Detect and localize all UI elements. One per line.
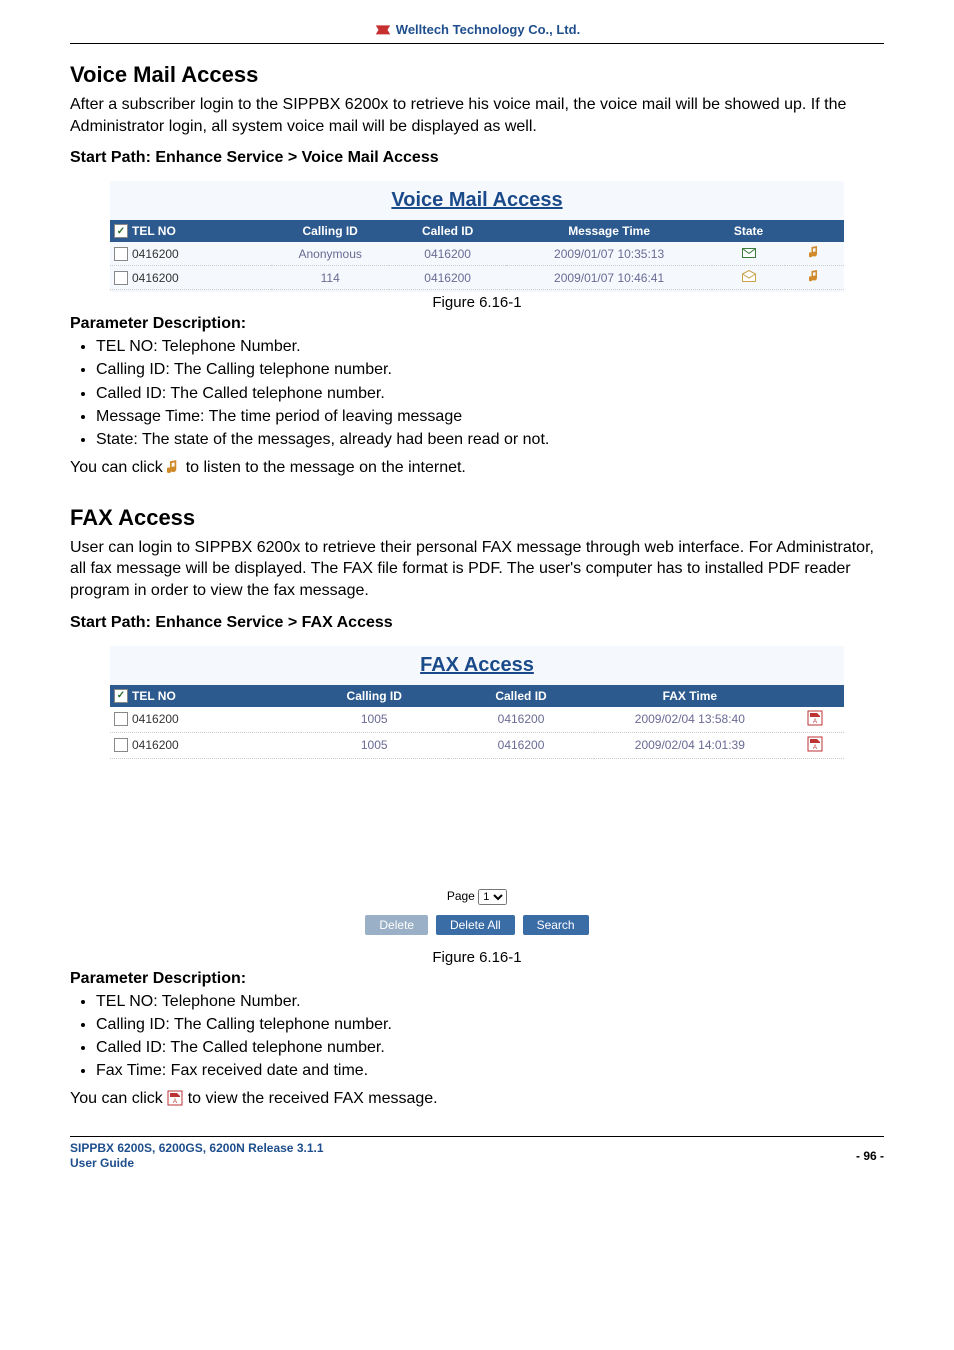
company-name: Welltech Technology Co., Ltd. <box>396 22 580 37</box>
fax-intro: User can login to SIPPBX 6200x to retrie… <box>70 537 884 602</box>
music-note-icon[interactable] <box>809 269 821 283</box>
text-fragment: to listen to the message on the internet… <box>186 459 466 476</box>
select-all-checkbox[interactable]: ✓ <box>114 689 128 703</box>
select-all-checkbox[interactable]: ✓ <box>114 224 128 238</box>
voicemail-heading: Voice Mail Access <box>70 62 884 88</box>
fax-path: Start Path: Enhance Service > FAX Access <box>70 614 884 632</box>
company-logo: Welltech Technology Co., Ltd. <box>374 20 580 38</box>
cell-called: 0416200 <box>389 242 506 266</box>
voicemail-table: ✓ TEL NO Calling ID Called ID Message Ti… <box>110 220 844 290</box>
list-item: TEL NO: Telephone Number. <box>96 990 884 1013</box>
cell-calling: Anonymous <box>271 242 388 266</box>
text-fragment: to view the received FAX message. <box>188 1090 438 1107</box>
page-footer: SIPPBX 6200S, 6200GS, 6200N Release 3.1.… <box>70 1141 884 1172</box>
footer-guide: User Guide <box>70 1156 134 1170</box>
fax-param-title: Parameter Description: <box>70 970 884 988</box>
delete-button[interactable]: Delete <box>365 915 428 935</box>
cell-calling: 1005 <box>301 732 448 758</box>
svg-text:A: A <box>173 1099 177 1105</box>
cell-time: 2009/02/04 14:01:39 <box>594 732 785 758</box>
search-button[interactable]: Search <box>523 915 589 935</box>
table-row: 0416200 114 0416200 2009/01/07 10:46:41 <box>110 266 844 290</box>
voicemail-param-list: TEL NO: Telephone Number. Calling ID: Th… <box>70 335 884 451</box>
col-calling: Calling ID <box>301 685 448 707</box>
col-faxtime: FAX Time <box>594 685 785 707</box>
table-row: 0416200 1005 0416200 2009/02/04 14:01:39… <box>110 732 844 758</box>
envelope-open-icon <box>742 270 756 282</box>
cell-tel: 0416200 <box>132 712 179 726</box>
cell-calling: 1005 <box>301 707 448 733</box>
voicemail-listen-sentence: You can click to listen to the message o… <box>70 457 884 479</box>
svg-text:A: A <box>813 745 817 751</box>
text-fragment: You can click <box>70 1090 167 1107</box>
list-item: Fax Time: Fax received date and time. <box>96 1059 884 1082</box>
col-state: State <box>712 220 785 242</box>
fax-heading: FAX Access <box>70 505 884 531</box>
fax-table: ✓ TEL NO Calling ID Called ID FAX Time 0… <box>110 685 844 759</box>
row-checkbox[interactable] <box>114 738 128 752</box>
footer-release: SIPPBX 6200S, 6200GS, 6200N Release 3.1.… <box>70 1141 324 1155</box>
cell-tel: 0416200 <box>132 738 179 752</box>
cell-time: 2009/01/07 10:46:41 <box>506 266 712 290</box>
cell-calling: 114 <box>271 266 388 290</box>
list-item: Calling ID: The Calling telephone number… <box>96 1013 884 1036</box>
voicemail-panel-title: Voice Mail Access <box>110 181 844 220</box>
col-telno: TEL NO <box>132 224 176 238</box>
col-telno: TEL NO <box>132 689 176 703</box>
fax-view-sentence: You can click A to view the received FAX… <box>70 1088 884 1110</box>
pdf-icon[interactable]: A <box>807 710 823 726</box>
cell-tel: 0416200 <box>132 247 179 261</box>
fax-param-list: TEL NO: Telephone Number. Calling ID: Th… <box>70 990 884 1083</box>
fax-panel-title: FAX Access <box>110 646 844 685</box>
fax-figure-caption: Figure 6.16-1 <box>70 949 884 966</box>
col-msgtime: Message Time <box>506 220 712 242</box>
music-note-icon[interactable] <box>167 459 181 475</box>
list-item: TEL NO: Telephone Number. <box>96 335 884 358</box>
table-header-row: ✓ TEL NO Calling ID Called ID FAX Time <box>110 685 844 707</box>
pager-select[interactable]: 1 <box>478 889 507 905</box>
cell-called: 0416200 <box>448 732 595 758</box>
delete-all-button[interactable]: Delete All <box>436 915 515 935</box>
list-item: Calling ID: The Calling telephone number… <box>96 358 884 381</box>
col-calling: Calling ID <box>271 220 388 242</box>
music-note-icon[interactable] <box>809 245 821 259</box>
voicemail-intro: After a subscriber login to the SIPPBX 6… <box>70 94 884 137</box>
row-checkbox[interactable] <box>114 271 128 285</box>
list-item: State: The state of the messages, alread… <box>96 428 884 451</box>
table-row: 0416200 Anonymous 0416200 2009/01/07 10:… <box>110 242 844 266</box>
pdf-icon[interactable]: A <box>807 736 823 752</box>
footer-page-number: - 96 - <box>856 1149 884 1163</box>
cell-called: 0416200 <box>389 266 506 290</box>
pager-label: Page <box>447 889 475 903</box>
cell-time: 2009/02/04 13:58:40 <box>594 707 785 733</box>
voicemail-param-title: Parameter Description: <box>70 315 884 333</box>
pdf-icon[interactable]: A <box>167 1090 183 1106</box>
logo-icon <box>374 20 392 38</box>
page-header: Welltech Technology Co., Ltd. <box>70 20 884 44</box>
pager: Page 1 <box>110 879 844 911</box>
row-checkbox[interactable] <box>114 712 128 726</box>
voicemail-path: Start Path: Enhance Service > Voice Mail… <box>70 149 884 167</box>
cell-tel: 0416200 <box>132 271 179 285</box>
list-item: Message Time: The time period of leaving… <box>96 405 884 428</box>
svg-text:A: A <box>813 719 817 725</box>
cell-time: 2009/01/07 10:35:13 <box>506 242 712 266</box>
col-called: Called ID <box>448 685 595 707</box>
text-fragment: You can click <box>70 459 167 476</box>
voicemail-figure-caption: Figure 6.16-1 <box>70 294 884 311</box>
table-header-row: ✓ TEL NO Calling ID Called ID Message Ti… <box>110 220 844 242</box>
list-item: Called ID: The Called telephone number. <box>96 1036 884 1059</box>
list-item: Called ID: The Called telephone number. <box>96 382 884 405</box>
table-row: 0416200 1005 0416200 2009/02/04 13:58:40… <box>110 707 844 733</box>
row-checkbox[interactable] <box>114 247 128 261</box>
col-called: Called ID <box>389 220 506 242</box>
cell-called: 0416200 <box>448 707 595 733</box>
envelope-closed-icon <box>742 248 756 258</box>
